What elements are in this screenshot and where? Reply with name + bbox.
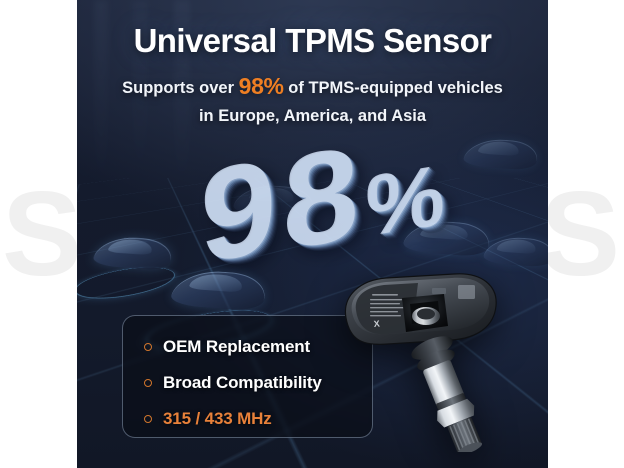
- sensor-brand-mark: X: [373, 319, 380, 329]
- feature-item-broad-compatibility: Broad Compatibility: [144, 367, 372, 398]
- feature-label: OEM Replacement: [163, 336, 311, 356]
- feature-label: 315 / 433 MHz: [163, 408, 272, 428]
- sensor-qr-patch: [458, 285, 475, 299]
- subtitle-percent-highlight: 98%: [238, 72, 284, 99]
- sensor-valve-stem: [423, 360, 483, 452]
- bullet-circle-icon: [144, 414, 152, 423]
- sensor-serial-patch: [432, 288, 446, 294]
- subtitle-line-2: in Europe, America, and Asia: [198, 106, 427, 125]
- subtitle-text-before: Supports over: [122, 78, 239, 97]
- sensor-label-text: [370, 294, 404, 317]
- sensor-valve-clamp: [402, 294, 448, 332]
- page-title: Universal TPMS Sensor: [133, 22, 492, 59]
- product-banner: 98% Universal TPMS Sensor Supports over …: [77, 0, 548, 468]
- feature-card: OEM Replacement Broad Compatibility 315 …: [122, 315, 373, 438]
- subtitle-text-after: of TPMS-equipped vehicles: [283, 78, 503, 97]
- bullet-circle-icon: [144, 342, 152, 351]
- background-percent-sign: %: [364, 146, 445, 256]
- watermark-right: S: [539, 167, 622, 301]
- sensor-seal-rings: [411, 336, 455, 371]
- bullet-circle-icon: [144, 378, 152, 387]
- subtitle-line-1: Supports over 98% of TPMS-equipped vehic…: [77, 70, 548, 103]
- feature-label: Broad Compatibility: [163, 372, 322, 392]
- tpms-sensor-product-image: X: [344, 273, 497, 452]
- feature-item-frequency: 315 / 433 MHz: [144, 403, 372, 434]
- headline-block: Universal TPMS Sensor Supports over 98% …: [77, 22, 548, 128]
- feature-item-oem-replacement: OEM Replacement: [144, 331, 372, 362]
- watermark-left: S: [2, 167, 85, 301]
